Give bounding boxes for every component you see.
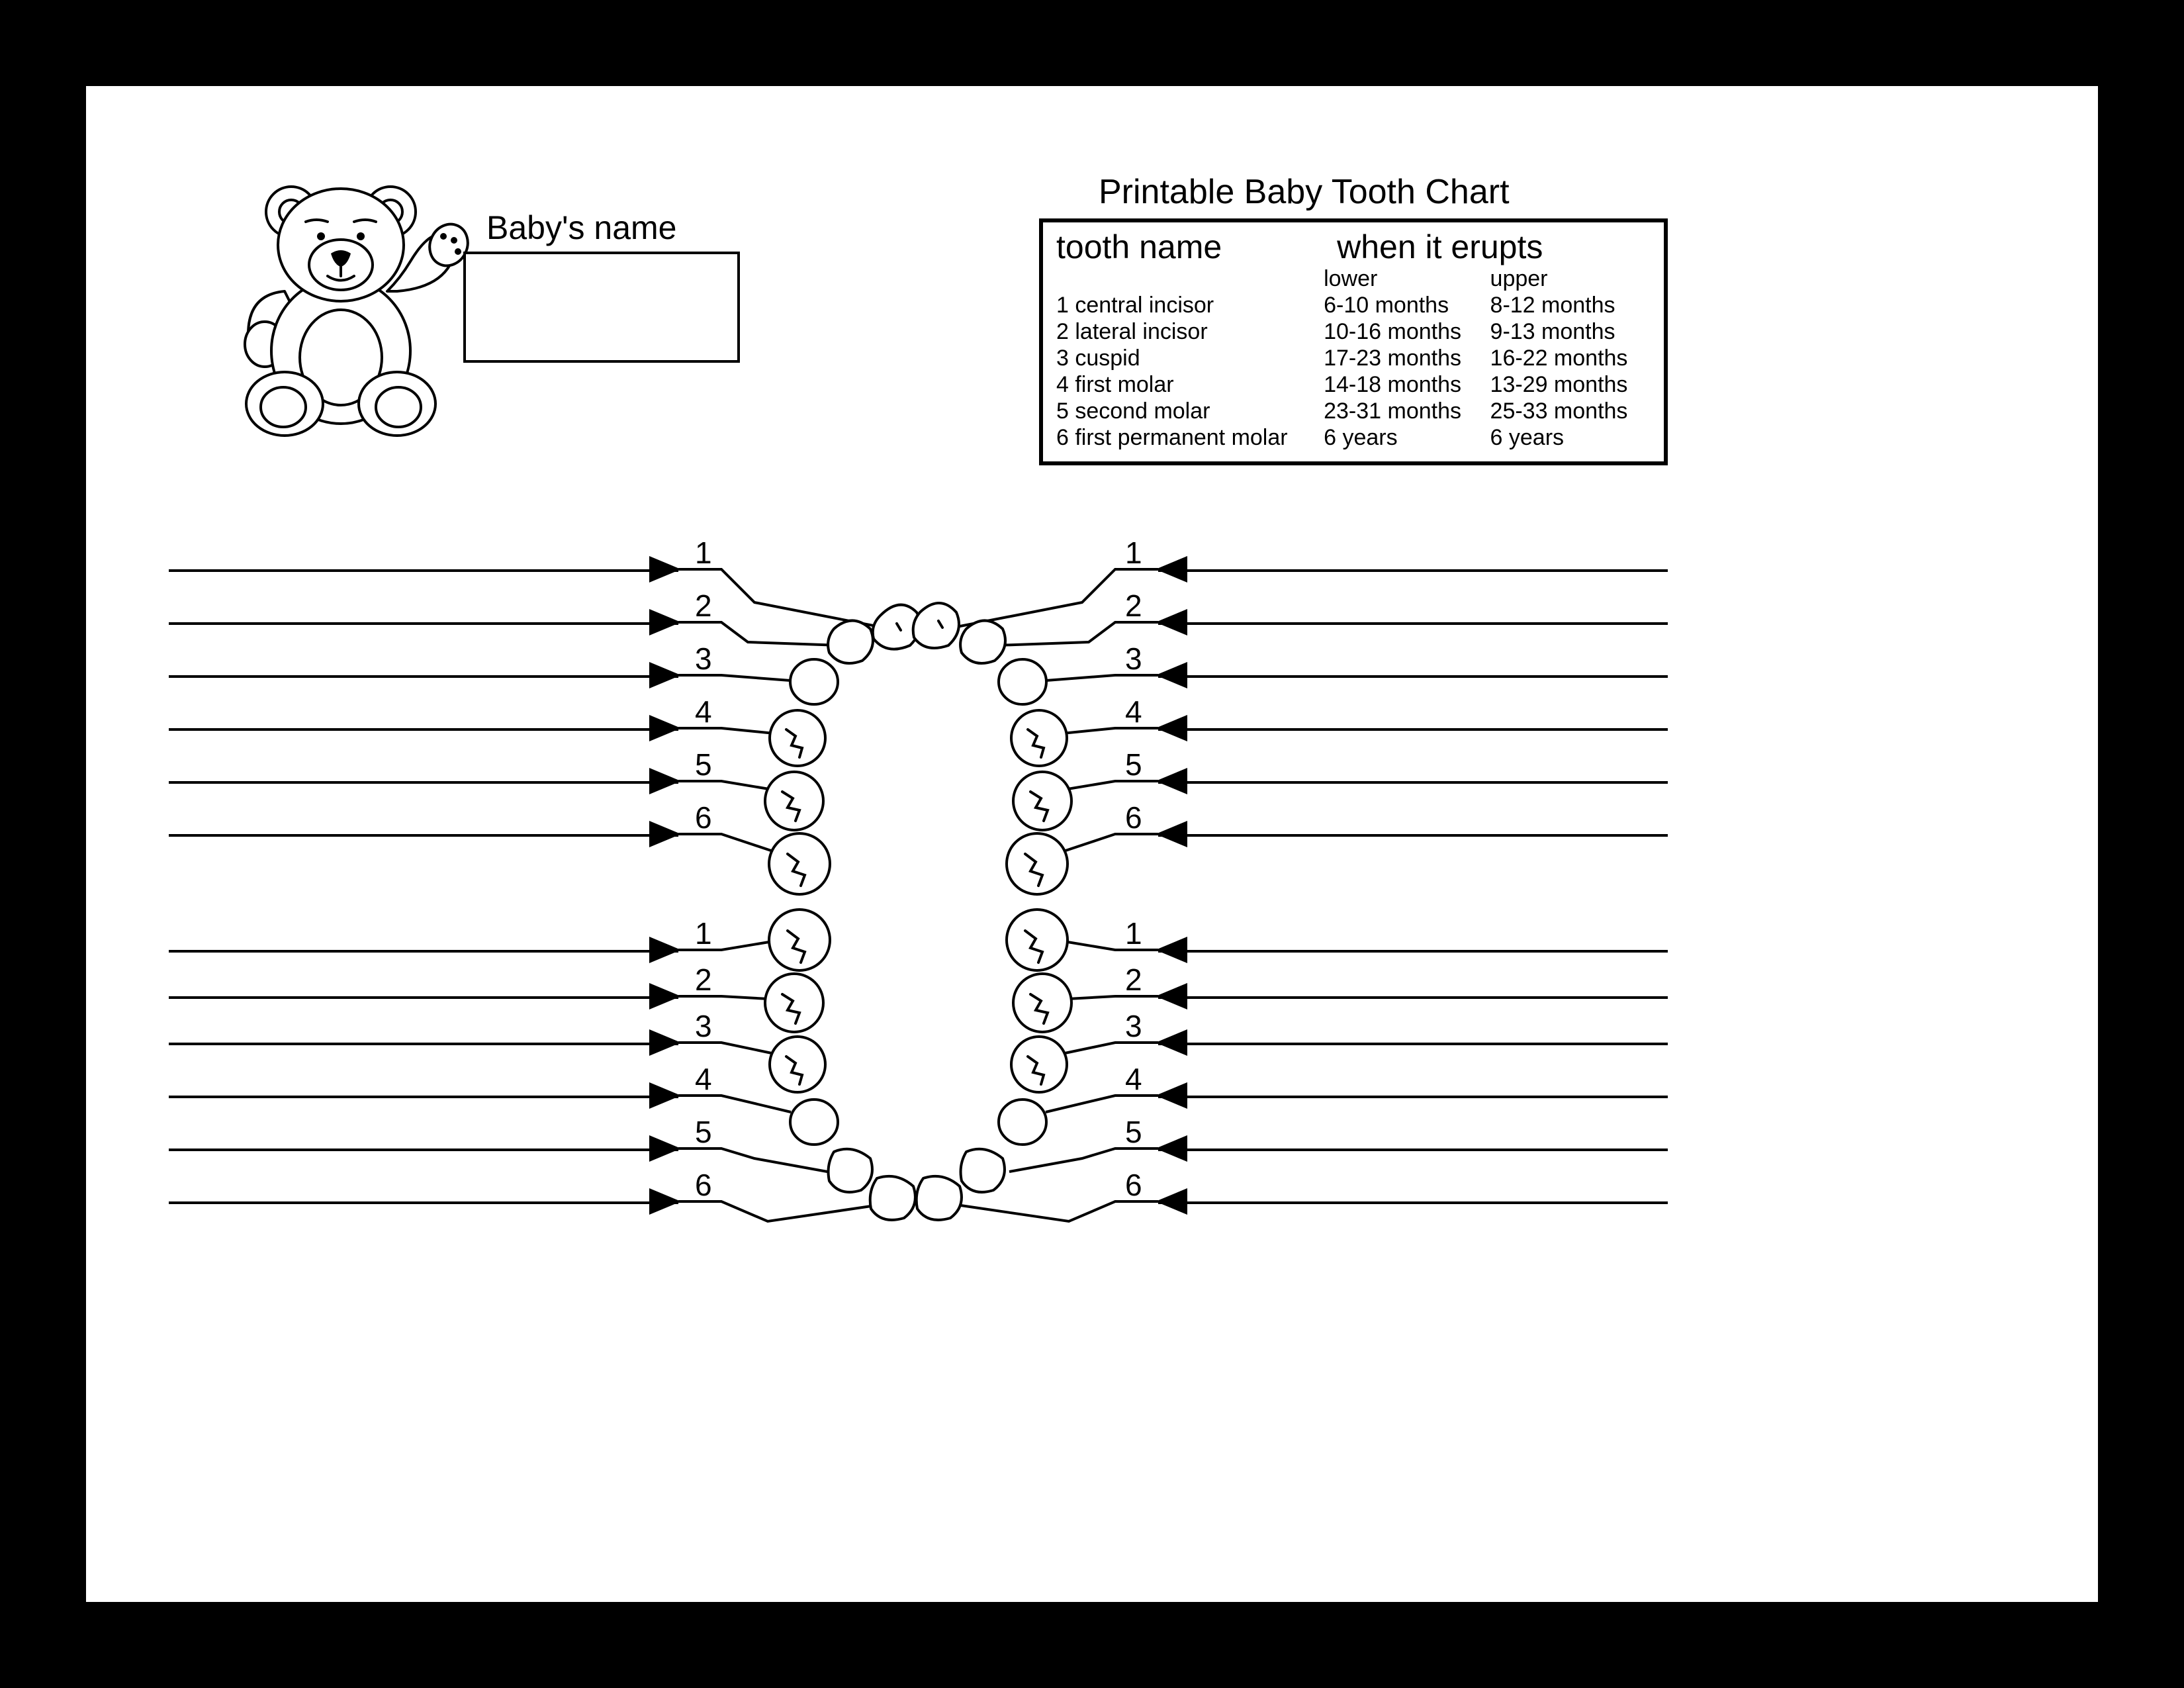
upper-arch: [765, 603, 1071, 894]
teeth-diagram: [86, 86, 1754, 1344]
page: Baby's name Printable Baby Tooth Chart t…: [86, 86, 2098, 1602]
lower-arch: [765, 910, 1071, 1220]
